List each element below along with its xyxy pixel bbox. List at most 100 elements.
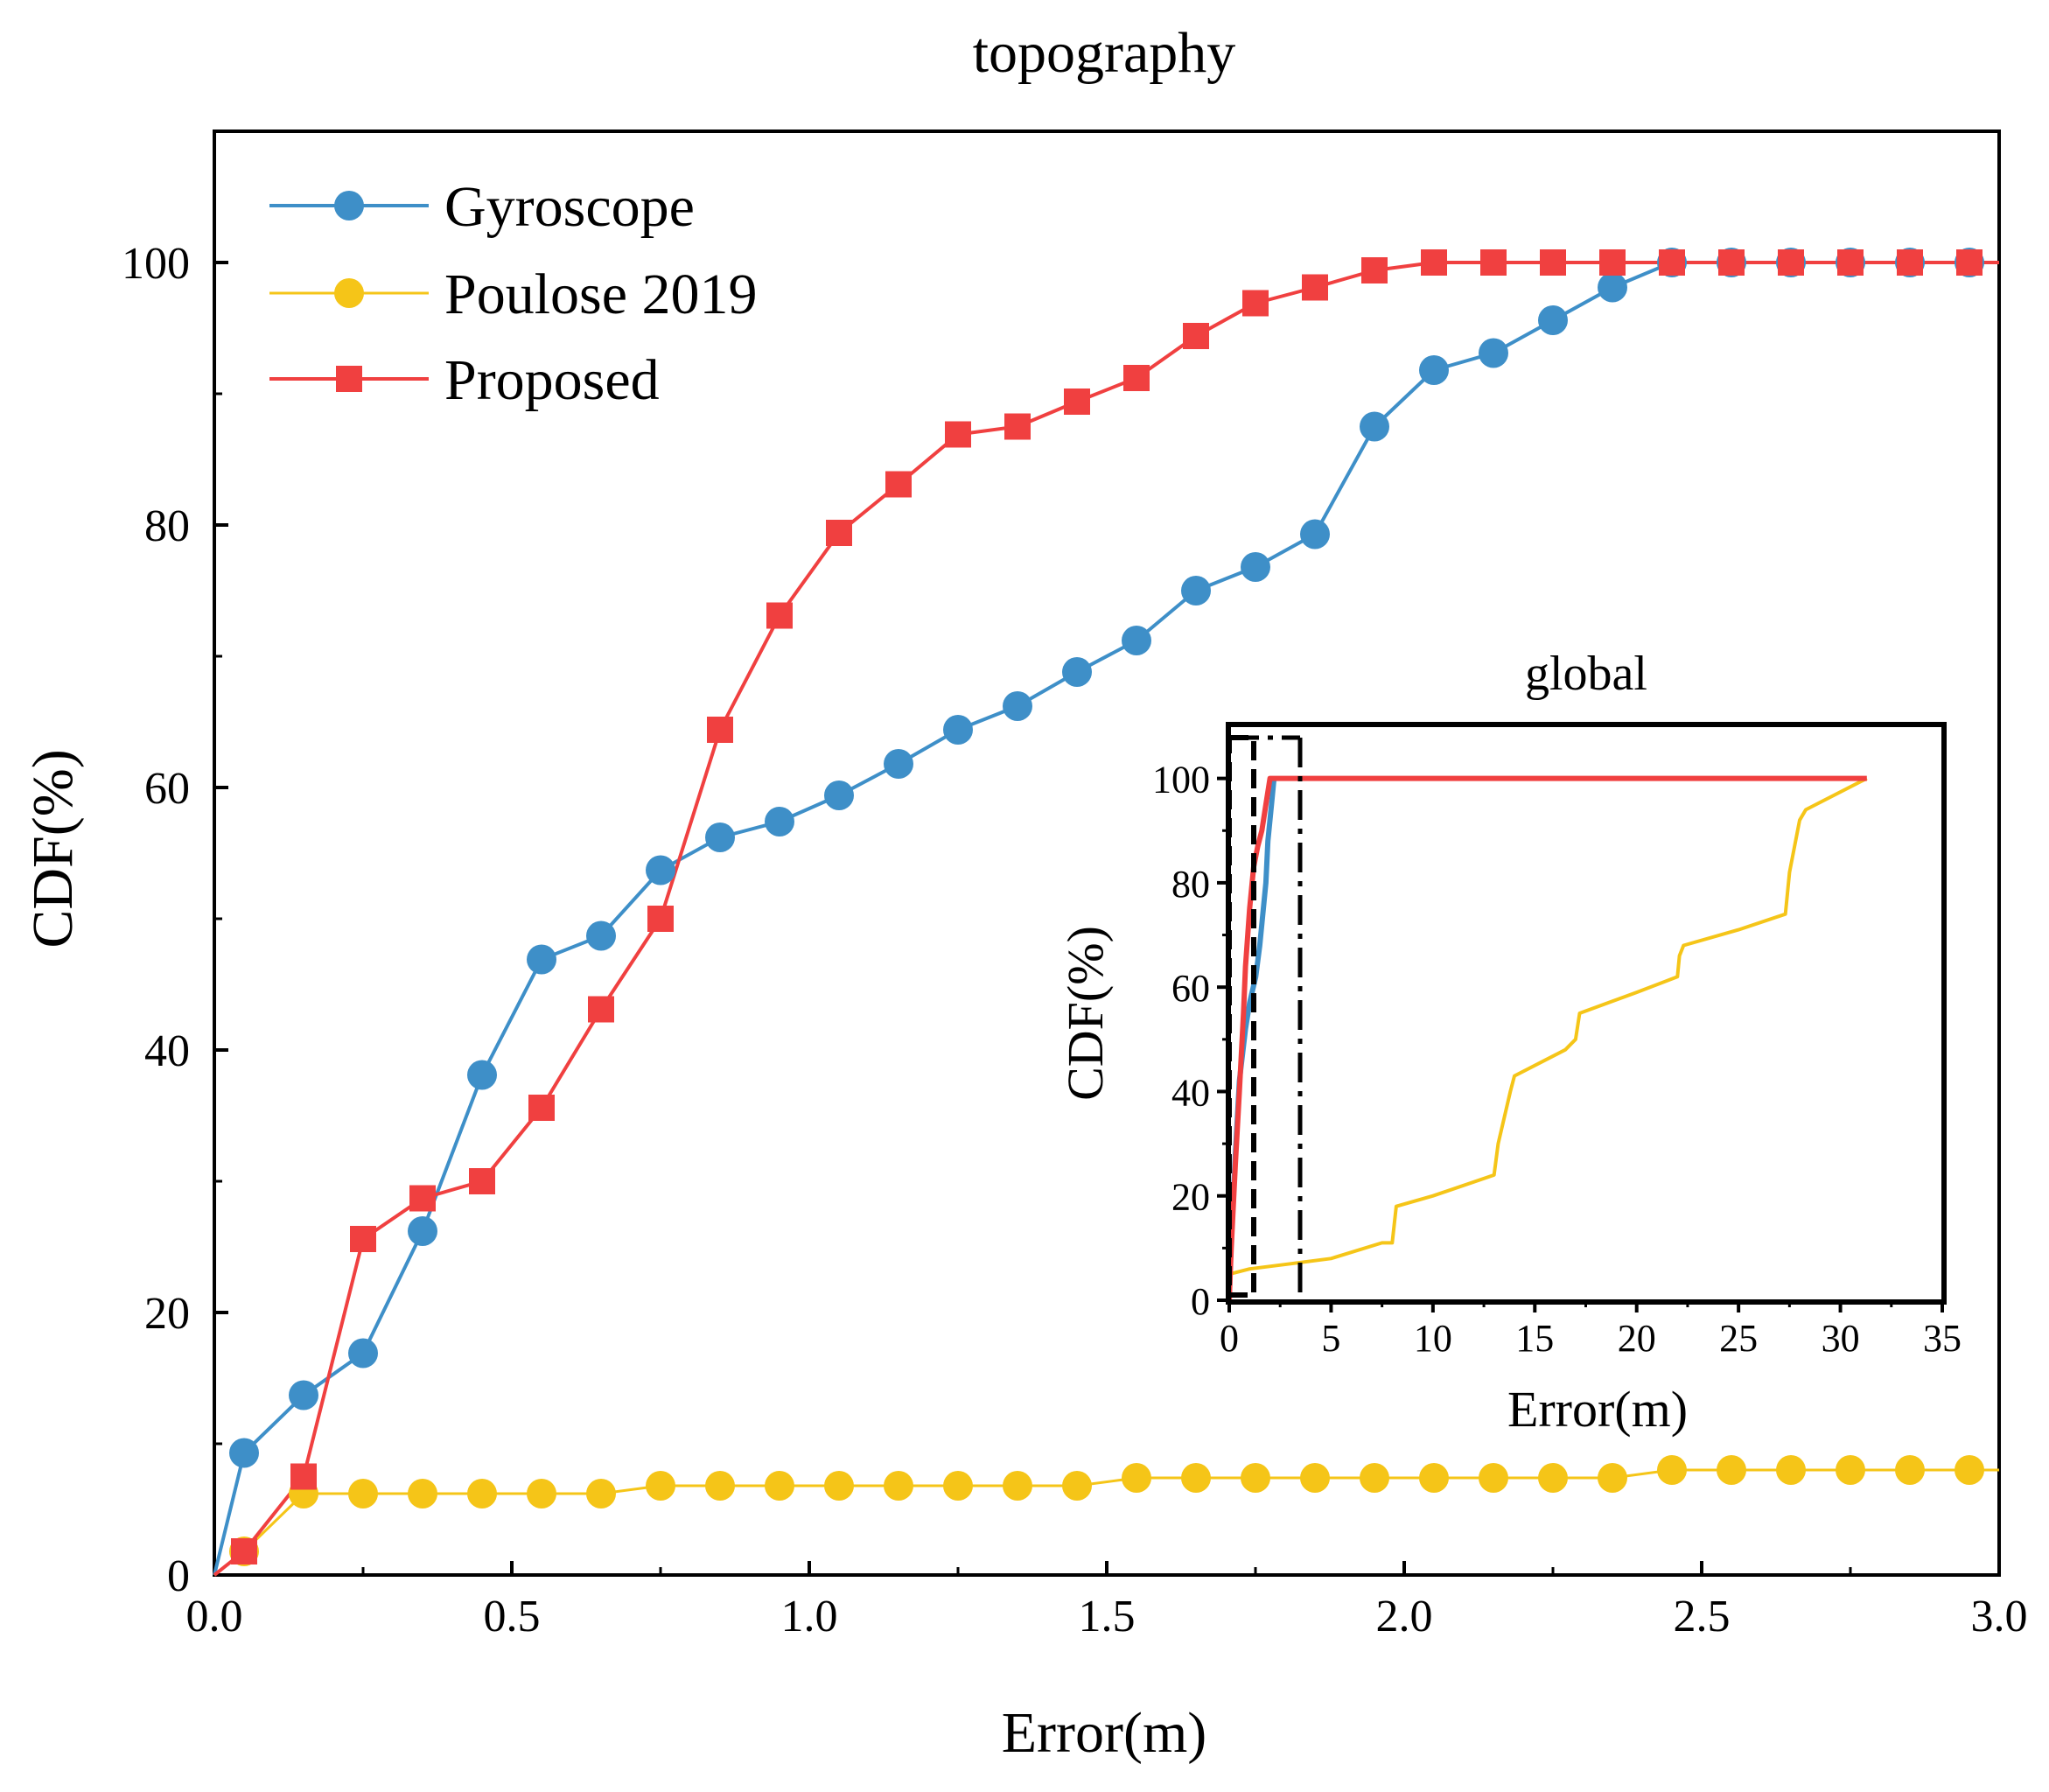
data-point-proposed: [469, 1168, 495, 1194]
legend-label-gyroscope: Gyroscope: [444, 175, 695, 239]
inset-x-tick-label: 15: [1515, 1317, 1554, 1360]
data-point-gyroscope: [1062, 657, 1092, 687]
y-tick-label: 20: [144, 1289, 190, 1339]
inset-series-line-proposed: [1227, 775, 1867, 1301]
inset-x-tick-label: 0: [1220, 1317, 1239, 1360]
inset-y-axis-label: CDF(%): [1057, 926, 1114, 1101]
data-point-proposed: [1718, 249, 1745, 276]
data-point-proposed: [409, 1185, 436, 1212]
x-tick-label: 3.0: [1971, 1592, 2028, 1642]
y-tick-label: 80: [144, 501, 190, 551]
inset-ticks: 0 5 10 15 20 25 30 35 0 20 40 60 80 100: [1152, 759, 1962, 1360]
data-point-gyroscope: [586, 920, 616, 951]
data-point-proposed: [350, 1226, 376, 1252]
data-point-proposed: [766, 602, 793, 629]
data-point-gyroscope: [467, 1060, 497, 1090]
data-point-gyroscope: [705, 822, 735, 852]
data-point-poulose-2019: [1836, 1455, 1865, 1485]
data-point-gyroscope: [229, 1438, 259, 1468]
inset-y-tick-label: 0: [1191, 1280, 1210, 1323]
data-point-poulose-2019: [1181, 1463, 1211, 1493]
data-point-proposed: [1183, 323, 1209, 349]
main-series: [213, 248, 1999, 1577]
legend-marker-gyroscope: [334, 191, 364, 220]
data-point-proposed: [588, 996, 614, 1023]
y-tick-label: 0: [167, 1551, 190, 1601]
data-point-gyroscope: [646, 855, 675, 886]
data-point-proposed: [1302, 274, 1328, 301]
y-axis-label: CDF(%): [21, 749, 85, 948]
data-point-proposed: [1956, 249, 1983, 276]
inset-background: [1228, 724, 1944, 1302]
inset-x-tick-label: 25: [1719, 1317, 1758, 1360]
inset-title: global: [1525, 647, 1647, 701]
data-point-proposed: [885, 471, 912, 498]
y-tick-label: 40: [144, 1026, 190, 1076]
data-point-poulose-2019: [586, 1479, 616, 1508]
x-tick-label: 1.5: [1079, 1592, 1136, 1642]
data-point-gyroscope: [1479, 338, 1508, 368]
data-point-gyroscope: [527, 944, 556, 975]
legend: Gyroscope Poulose 2019 Proposed: [269, 175, 758, 412]
data-point-proposed: [945, 421, 971, 448]
legend-item-poulose-2019: Poulose 2019: [269, 262, 758, 326]
data-point-poulose-2019: [1776, 1455, 1806, 1485]
legend-item-proposed: Proposed: [269, 348, 660, 412]
data-point-poulose-2019: [1003, 1471, 1032, 1501]
data-point-gyroscope: [1538, 305, 1568, 335]
data-point-proposed: [231, 1538, 257, 1564]
inset-x-tick-label: 30: [1822, 1317, 1860, 1360]
data-point-poulose-2019: [884, 1471, 913, 1501]
data-point-gyroscope: [1003, 691, 1032, 721]
data-point-poulose-2019: [1598, 1463, 1627, 1493]
inset-frame: [1226, 722, 1947, 1305]
data-point-poulose-2019: [1241, 1463, 1270, 1493]
inset-series: [1227, 775, 1868, 1301]
data-point-poulose-2019: [467, 1479, 497, 1508]
data-point-poulose-2019: [527, 1479, 556, 1508]
data-point-gyroscope: [884, 749, 913, 779]
data-point-proposed: [1421, 249, 1447, 276]
data-point-proposed: [1361, 257, 1388, 284]
data-point-gyroscope: [943, 715, 973, 745]
data-point-proposed: [528, 1095, 555, 1121]
data-point-poulose-2019: [1360, 1463, 1389, 1493]
data-point-gyroscope: [824, 780, 854, 810]
inset-series-line-poulose-2019: [1228, 776, 1868, 1277]
data-point-proposed: [1004, 413, 1031, 440]
x-tick-label: 1.0: [781, 1592, 838, 1642]
inset-x-axis-label: Error(m): [1507, 1381, 1688, 1438]
inset-y-tick-label: 60: [1171, 967, 1210, 1010]
data-point-gyroscope: [289, 1380, 318, 1410]
data-point-gyroscope: [1300, 519, 1330, 550]
inset-x-tick-label: 20: [1618, 1317, 1656, 1360]
data-point-poulose-2019: [1657, 1455, 1687, 1485]
inset-x-tick-label: 35: [1923, 1317, 1962, 1360]
inset-y-tick-label: 40: [1171, 1071, 1210, 1114]
inset-x-tick-label: 10: [1414, 1317, 1452, 1360]
data-point-poulose-2019: [943, 1471, 973, 1501]
data-point-poulose-2019: [824, 1471, 854, 1501]
data-point-proposed: [1540, 249, 1566, 276]
data-point-poulose-2019: [1895, 1455, 1925, 1485]
x-tick-label: 0.0: [186, 1592, 243, 1642]
data-point-proposed: [647, 906, 674, 932]
x-tick-label: 2.0: [1376, 1592, 1433, 1642]
legend-item-gyroscope: Gyroscope: [269, 175, 695, 239]
data-point-proposed: [1778, 249, 1804, 276]
data-point-poulose-2019: [765, 1471, 794, 1501]
legend-marker-poulose-2019: [334, 278, 364, 308]
legend-label-poulose-2019: Poulose 2019: [444, 262, 758, 326]
data-point-poulose-2019: [408, 1479, 437, 1508]
data-point-poulose-2019: [348, 1479, 378, 1508]
data-point-proposed: [290, 1463, 317, 1490]
data-point-gyroscope: [1360, 411, 1389, 442]
data-point-gyroscope: [1241, 552, 1270, 582]
data-point-poulose-2019: [705, 1471, 735, 1501]
inset-y-tick-label: 20: [1171, 1176, 1210, 1219]
data-point-gyroscope: [1181, 576, 1211, 606]
data-point-proposed: [1242, 290, 1269, 317]
data-point-proposed: [1837, 249, 1864, 276]
